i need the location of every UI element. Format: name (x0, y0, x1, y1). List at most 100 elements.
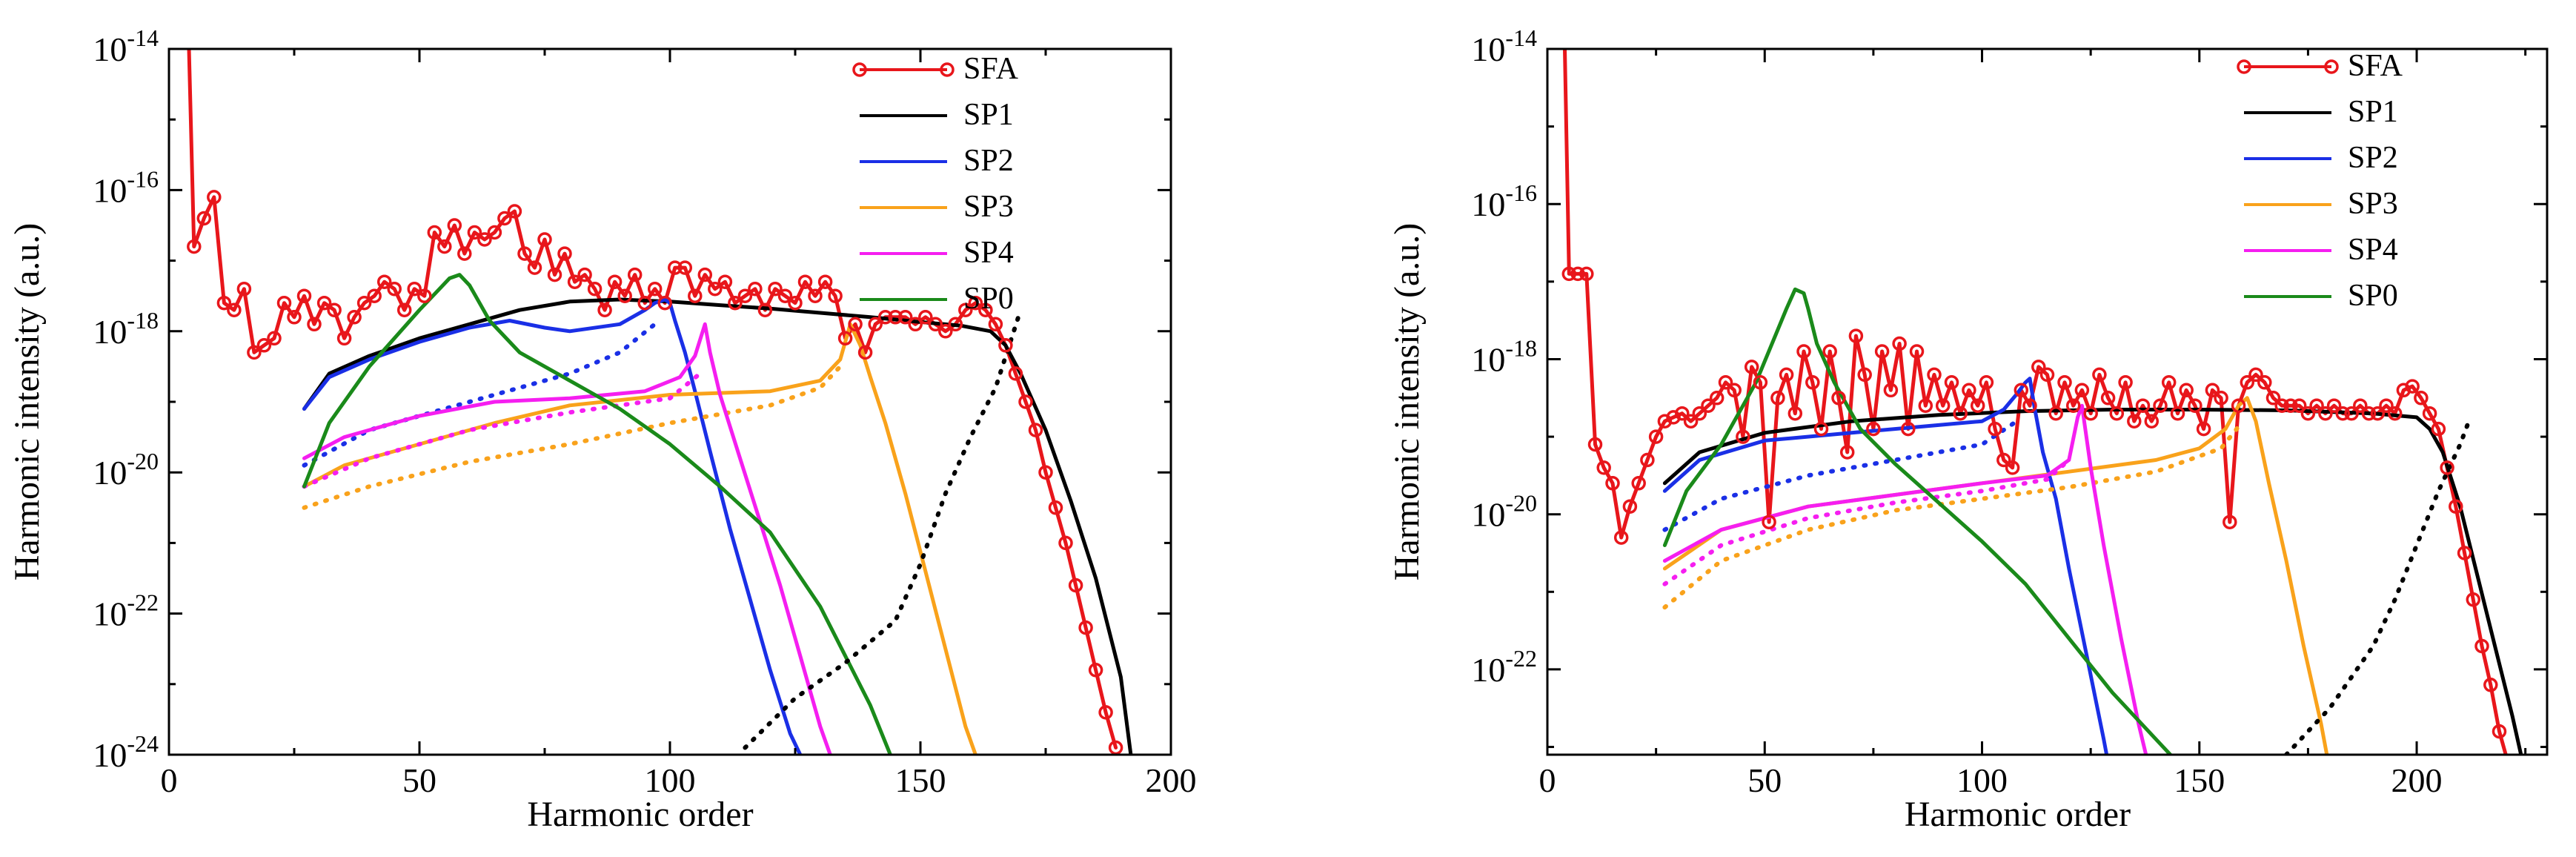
left-sfa-point (897, 310, 913, 325)
right-sfa-point (1944, 375, 1959, 390)
right-sfa-point (2300, 406, 2316, 421)
left-sfa-point (938, 324, 953, 339)
right-sfa-point (1587, 437, 1603, 452)
left-sfa-point (347, 310, 362, 325)
right-sfa-point (2188, 398, 2202, 413)
left-sfa-point (467, 225, 482, 240)
left-sfa-point (396, 302, 412, 317)
left-sfa-point (777, 288, 793, 303)
left-sfa-point (447, 218, 462, 233)
right-x-tick-label: 0 (1539, 761, 1556, 799)
left-y-tick-label: 10-14 (93, 24, 159, 68)
left-sfa-point (1058, 535, 1073, 551)
right-sfa-point (1692, 406, 1707, 421)
right-sfa-point (2422, 406, 2437, 421)
right-sfa-point (1831, 391, 1846, 406)
right-sfa-point (2083, 406, 2098, 421)
left-x-tick-label: 0 (161, 761, 178, 799)
right-sfa-point (1996, 452, 2011, 468)
left-sp1-line (302, 297, 1133, 755)
left-sfa-point (978, 302, 993, 317)
right-sfa-point (2492, 724, 2507, 739)
left-sfa-point (968, 295, 983, 311)
right-sfa-point (2031, 360, 2046, 374)
right-x-tick-label: 150 (2174, 761, 2225, 799)
left-sfa-point (1098, 705, 1113, 720)
right-sfa-point (1918, 398, 1933, 413)
left-sfa-point (417, 288, 432, 303)
left-x-tick-label: 200 (1146, 761, 1197, 799)
right-sfa-point (2065, 398, 2081, 413)
left-sfa-point (437, 239, 452, 254)
right-sfa-point (2205, 383, 2220, 398)
right-sfa-point (2240, 375, 2255, 390)
right-sfa-point (1839, 445, 1855, 460)
right-legend-label-sfa: SFA (2348, 49, 2403, 83)
right-plot-frame (1546, 47, 2549, 756)
right-sfa-point (1762, 514, 1776, 529)
left-sfa-point (557, 246, 572, 261)
left-legend-label-sp2: SP2 (963, 144, 1014, 178)
right-sfa-point (2214, 391, 2228, 406)
right-sfa-point (1753, 375, 1768, 390)
right-x-axis-label: Harmonic order (1905, 795, 2131, 834)
left-sfa-point (187, 239, 202, 254)
right-sfa-point (1874, 344, 1890, 359)
left-sp3-dotted-line (302, 364, 843, 510)
left-sfa-point (276, 295, 292, 311)
right-sfa-point (2153, 398, 2168, 413)
right-sfa-point (2520, 811, 2532, 823)
right-sfa-point (1892, 336, 1907, 351)
left-sfa-point (256, 338, 272, 353)
right-sfa-point (2048, 406, 2063, 421)
left-sp2-line (302, 297, 803, 755)
left-sp1-dotted-line (743, 308, 1023, 750)
right-sfa-point (1813, 421, 1829, 437)
left-legend-marker-sfa (852, 62, 867, 77)
left-sfa-point (627, 267, 643, 282)
right-sp1-dotted-line (2284, 419, 2472, 755)
right-sfa-point (2326, 398, 2342, 413)
left-sfa-point (367, 288, 382, 303)
right-y-tick-label: 10-18 (1471, 334, 1537, 378)
left-sfa-point (677, 260, 693, 275)
right-sfa-point (1727, 383, 1742, 398)
left-sfa-point (587, 281, 602, 297)
left-sfa-point (617, 288, 632, 303)
right-sfa-point (1927, 367, 1942, 383)
right-sfa-point (1909, 344, 1925, 359)
right-sfa-point (2414, 391, 2429, 406)
left-sfa-point (1078, 620, 1093, 635)
left-legend-label-sp0: SP0 (963, 282, 1014, 316)
left-sfa-point (307, 317, 322, 332)
left-y-tick-label: 10-22 (93, 589, 159, 633)
right-sfa-point (1770, 391, 1785, 406)
right-sfa-point (2511, 787, 2523, 799)
right-sfa-point (2466, 592, 2481, 607)
right-y-tick-label: 10-22 (1471, 645, 1537, 689)
left-y-axis-label: Harmonic intensity (a.u.) (7, 223, 47, 581)
right-sfa-point (2196, 421, 2211, 437)
right-sfa-point (1596, 460, 1611, 475)
right-sfa-point (1787, 406, 1803, 421)
left-sfa-point (797, 274, 813, 289)
left-sfa-point (477, 232, 492, 247)
left-sp3-line (302, 322, 977, 755)
right-sfa-point (1988, 421, 2002, 437)
left-sfa-point (567, 274, 582, 289)
right-legend-marker-sfa (2324, 59, 2339, 74)
right-sfa-point (2118, 375, 2133, 390)
right-x-tick-label: 100 (1956, 761, 2008, 799)
left-x-tick-label: 50 (402, 761, 436, 799)
right-sfa-point (2127, 414, 2142, 428)
right-sfa-point (2231, 398, 2246, 413)
right-sfa-point (2344, 406, 2359, 421)
left-x-tick-label: 150 (895, 761, 946, 799)
right-sfa-point (2283, 398, 2298, 413)
right-sfa-point (1883, 383, 1899, 398)
left-sfa-point (717, 274, 733, 289)
left-sfa-point (688, 288, 703, 303)
right-sfa-point (1718, 375, 1733, 390)
left-sp4-line (302, 322, 832, 755)
